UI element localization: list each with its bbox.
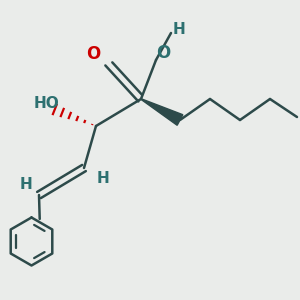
Text: H: H <box>172 22 185 38</box>
Text: O: O <box>156 44 171 62</box>
Text: H: H <box>19 177 32 192</box>
Text: H: H <box>97 171 110 186</box>
Polygon shape <box>141 99 183 125</box>
Text: O: O <box>86 45 100 63</box>
Text: HO: HO <box>34 96 59 111</box>
